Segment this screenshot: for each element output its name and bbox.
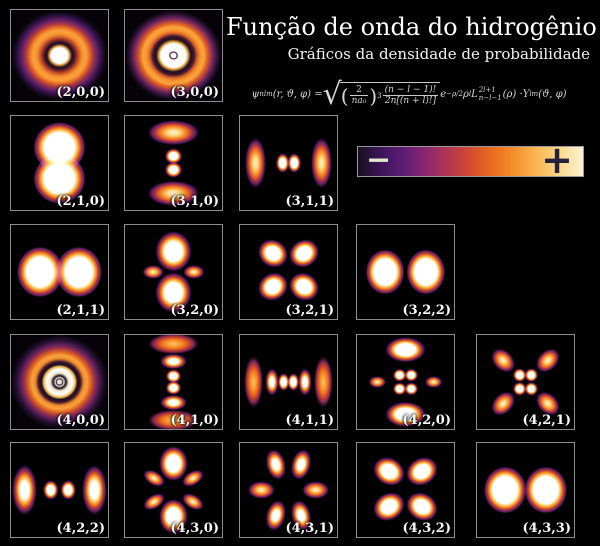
orbital-art <box>11 443 108 537</box>
orbital-art <box>125 116 222 210</box>
formula-tail: (ϑ, φ) <box>538 88 567 100</box>
orbital-art <box>240 116 337 210</box>
orbital-art <box>240 443 337 537</box>
formula-f2-num: (n − l − 1)! <box>382 84 439 96</box>
header: Função de onda do hidrogênio Gráficos da… <box>226 13 597 63</box>
orbital-label: (3,2,0) <box>170 303 220 318</box>
orbital-label: (3,2,2) <box>402 303 452 318</box>
formula-e-exp: −ρ/2 <box>446 90 463 98</box>
formula-laguerre-scripts: 2l+1 n−l−1 <box>479 86 502 102</box>
orbital-label: (4,2,2) <box>56 521 106 536</box>
orbital-art <box>125 335 222 429</box>
page-subtitle: Gráficos da densidade de probabilidade <box>287 44 590 63</box>
orbital-cell-411: (4,1,1) <box>239 334 338 430</box>
orbital-cell-310: (3,1,0) <box>124 115 223 211</box>
formula-after-laguerre: (ρ) · <box>502 88 523 100</box>
formula-f1-num: 2 <box>349 85 369 96</box>
orbital-art <box>240 225 337 319</box>
formula-lhs-args: (r, ϑ, φ) = <box>272 88 323 100</box>
orbital-label: (3,1,0) <box>170 194 220 209</box>
orbital-art <box>11 335 108 429</box>
orbital-art <box>11 116 108 210</box>
orbital-label: (4,1,1) <box>285 413 335 428</box>
page-title: Função de onda do hidrogênio <box>226 13 597 41</box>
orbital-cell-322: (3,2,2) <box>356 224 455 320</box>
orbital-label: (2,1,1) <box>56 303 106 318</box>
formula-fraction-1: 2 na₀ <box>349 85 369 107</box>
formula-laguerre-sub: n−l−1 <box>478 94 502 102</box>
orbital-cell-432: (4,3,2) <box>356 442 455 538</box>
orbital-art <box>357 443 454 537</box>
orbital-cell-211: (2,1,1) <box>10 224 109 320</box>
orbital-cell-421: (4,2,1) <box>476 334 575 430</box>
orbital-art <box>125 225 222 319</box>
formula-e: e <box>440 88 447 100</box>
orbital-cell-422: (4,2,2) <box>10 442 109 538</box>
formula-harmonic: Y <box>522 88 530 100</box>
orbital-label: (3,0,0) <box>170 85 220 100</box>
colorbar-plus-sign: + <box>541 137 573 182</box>
formula-laguerre-sup: 2l+1 <box>478 85 496 94</box>
orbital-label: (4,1,0) <box>170 413 220 428</box>
orbital-label: (4,3,3) <box>522 521 572 536</box>
orbital-label: (4,3,1) <box>285 521 335 536</box>
formula-laguerre: L <box>471 88 478 100</box>
orbital-cell-200: (2,0,0) <box>10 9 109 102</box>
orbital-label: (4,0,0) <box>56 413 106 428</box>
orbital-cell-210: (2,1,0) <box>10 115 109 211</box>
formula-radicand: ( 2 na₀ ) 3 (n − l − 1)! 2n[(n + l)!] <box>339 81 441 107</box>
orbital-label: (2,0,0) <box>56 85 106 100</box>
colorbar: − + <box>357 138 584 182</box>
orbital-cell-433: (4,3,3) <box>476 442 575 538</box>
orbital-art <box>357 225 454 319</box>
orbital-cell-410: (4,1,0) <box>124 334 223 430</box>
orbital-cell-430: (4,3,0) <box>124 442 223 538</box>
colorbar-minus-sign: − <box>366 141 392 177</box>
orbital-art <box>477 443 574 537</box>
orbital-cell-320: (3,2,0) <box>124 224 223 320</box>
formula-psi: ψ <box>251 88 260 100</box>
orbital-art <box>125 443 222 537</box>
wavefunction-formula: ψ nlm (r, ϑ, φ) = √ ( 2 na₀ ) 3 (n − l − 1)… <box>251 77 567 112</box>
formula-f2-den: 2n[(n + l)!] <box>384 96 436 106</box>
orbital-art <box>477 335 574 429</box>
orbital-cell-420: (4,2,0) <box>356 334 455 430</box>
orbital-label: (4,2,1) <box>522 413 572 428</box>
orbital-cell-300: (3,0,0) <box>124 9 223 102</box>
orbital-art <box>357 335 454 429</box>
orbital-label: (3,1,1) <box>285 194 335 209</box>
orbital-cell-311: (3,1,1) <box>239 115 338 211</box>
formula-psi-sub: nlm <box>259 90 273 98</box>
formula-harmonic-sub: lm <box>529 90 539 98</box>
orbital-cell-321: (3,2,1) <box>239 224 338 320</box>
formula-rho: ρ <box>462 88 469 100</box>
orbital-label: (4,3,0) <box>170 521 220 536</box>
orbital-cell-400: (4,0,0) <box>10 334 109 430</box>
orbital-art <box>240 335 337 429</box>
formula-rho-exp: l <box>468 90 472 98</box>
orbital-art <box>125 10 222 101</box>
orbital-label: (4,3,2) <box>402 521 452 536</box>
orbital-art <box>11 225 108 319</box>
orbital-art <box>11 10 108 101</box>
orbital-label: (3,2,1) <box>285 303 335 318</box>
formula-f1-den: na₀ <box>351 96 367 106</box>
orbital-label: (4,2,0) <box>402 413 452 428</box>
formula-f1-exp: 3 <box>377 91 382 100</box>
orbital-cell-431: (4,3,1) <box>239 442 338 538</box>
formula-fraction-2: (n − l − 1)! 2n[(n + l)!] <box>382 84 439 107</box>
orbital-label: (2,1,0) <box>56 194 106 209</box>
